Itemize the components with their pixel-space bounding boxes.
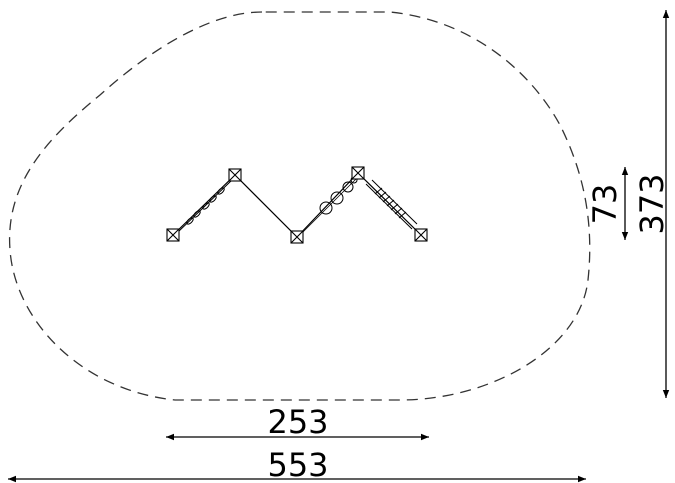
dimension-label-equipment-height: 73 [586,184,624,225]
dimension-label-total-width: 553 [267,446,328,483]
post-4 [351,166,365,180]
ladder-segment-right [365,179,418,230]
post-3 [290,230,304,244]
dimension-label-total-height: 373 [633,173,671,234]
safety-zone-outline [8,11,591,401]
balance-course-equipment [166,166,428,244]
dimension-label-equipment-width: 253 [267,403,328,441]
stepping-rings [319,176,358,215]
chain-bridge-left [177,179,233,233]
post-1 [166,228,180,242]
zigzag-frame [172,172,422,238]
post-5 [414,228,428,242]
post-2 [228,168,242,182]
